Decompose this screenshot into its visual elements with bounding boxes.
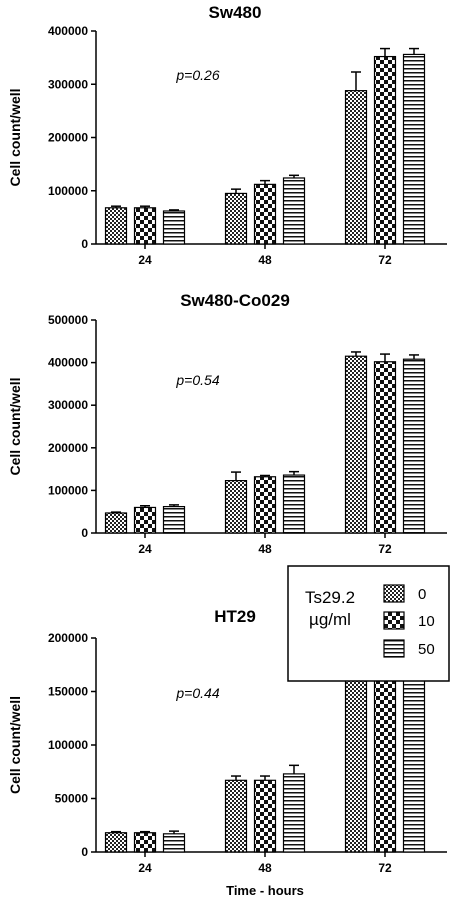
chart-title: Sw480-Co029 xyxy=(180,291,290,310)
x-tick-label: 48 xyxy=(258,542,272,556)
bar-24h-series-0 xyxy=(104,512,128,534)
bar-24h-series-0 xyxy=(104,832,128,853)
legend-label-2: 50 xyxy=(418,641,435,658)
bar-72h-series-2 xyxy=(402,53,426,245)
legend-swatch-1 xyxy=(383,611,405,630)
bar-72h-series-2 xyxy=(402,358,426,534)
x-tick-label: 24 xyxy=(138,253,152,267)
y-tick-label: 200000 xyxy=(48,131,88,145)
bar-24h-series-1 xyxy=(133,506,157,534)
bar-48h-series-0 xyxy=(224,192,248,245)
y-tick-label: 100000 xyxy=(48,483,88,497)
p-value-annotation: p=0.26 xyxy=(175,67,219,83)
bar-48h-series-0 xyxy=(224,480,248,534)
bar-72h-series-0 xyxy=(344,664,368,853)
y-axis-label: Cell count/well xyxy=(7,377,23,475)
bar-72h-series-1 xyxy=(373,665,397,853)
bar-72h-series-0 xyxy=(344,355,368,534)
chart-panel-2: HT29 Cell count/well 0 50000 100000 150000 200… xyxy=(7,607,447,898)
bar-24h-series-2 xyxy=(162,210,186,245)
bar-48h-series-2 xyxy=(282,177,306,245)
y-tick-label: 0 xyxy=(81,237,88,251)
y-tick-label: 400000 xyxy=(48,356,88,370)
bar-48h-series-0 xyxy=(224,779,248,853)
bar-24h-series-1 xyxy=(133,832,157,853)
chart-title: HT29 xyxy=(214,607,256,626)
legend-title-line1: Ts29.2 xyxy=(305,588,355,607)
y-tick-label: 100000 xyxy=(48,184,88,198)
legend-swatch-2 xyxy=(383,639,405,658)
bar-72h-series-2 xyxy=(402,664,426,853)
bar-48h-series-2 xyxy=(282,474,306,534)
x-tick-label: 48 xyxy=(258,861,272,875)
legend-swatch-0 xyxy=(383,584,405,603)
legend-box xyxy=(287,565,450,682)
y-tick-label: 200000 xyxy=(48,441,88,455)
legend: Ts29.2 µg/ml 0 10 50 xyxy=(287,565,450,682)
x-tick-label: 24 xyxy=(138,542,152,556)
y-tick-label: 200000 xyxy=(48,631,88,645)
charts-container: Sw480 Cell count/well 0 100000 200000 300000 4… xyxy=(7,3,447,898)
chart-panel-1: Sw480-Co029 Cell count/well 0 100000 200000 3… xyxy=(7,291,447,556)
y-tick-label: 0 xyxy=(81,526,88,540)
y-tick-label: 500000 xyxy=(48,313,88,327)
x-tick-label: 24 xyxy=(138,861,152,875)
p-value-annotation: p=0.44 xyxy=(175,685,219,701)
x-tick-label: 72 xyxy=(378,542,392,556)
y-tick-label: 300000 xyxy=(48,398,88,412)
bar-72h-series-0 xyxy=(344,90,368,245)
bar-48h-series-1 xyxy=(253,476,277,534)
y-tick-label: 50000 xyxy=(55,792,89,806)
y-tick-label: 0 xyxy=(81,845,88,859)
y-tick-label: 400000 xyxy=(48,24,88,38)
legend-label-1: 10 xyxy=(418,613,435,630)
x-tick-label: 72 xyxy=(378,253,392,267)
bar-48h-series-1 xyxy=(253,183,277,245)
bar-24h-series-2 xyxy=(162,833,186,853)
y-axis-label: Cell count/well xyxy=(7,696,23,794)
p-value-annotation: p=0.54 xyxy=(175,372,219,388)
bar-72h-series-1 xyxy=(373,361,397,534)
legend-title-line2: µg/ml xyxy=(309,610,351,629)
y-axis-label: Cell count/well xyxy=(7,88,23,186)
bar-24h-series-2 xyxy=(162,505,186,534)
chart-panel-0: Sw480 Cell count/well 0 100000 200000 300000 4… xyxy=(7,3,447,267)
x-axis-label: Time - hours xyxy=(226,883,304,898)
y-tick-label: 100000 xyxy=(48,738,88,752)
chart-title: Sw480 xyxy=(209,3,262,22)
bar-48h-series-1 xyxy=(253,779,277,853)
y-tick-label: 300000 xyxy=(48,77,88,91)
bar-24h-series-0 xyxy=(104,207,128,245)
x-tick-label: 72 xyxy=(378,861,392,875)
y-tick-label: 150000 xyxy=(48,685,88,699)
bar-72h-series-1 xyxy=(373,55,397,245)
bar-48h-series-2 xyxy=(282,773,306,853)
legend-label-0: 0 xyxy=(418,586,426,603)
bar-24h-series-1 xyxy=(133,207,157,245)
x-tick-label: 48 xyxy=(258,253,272,267)
